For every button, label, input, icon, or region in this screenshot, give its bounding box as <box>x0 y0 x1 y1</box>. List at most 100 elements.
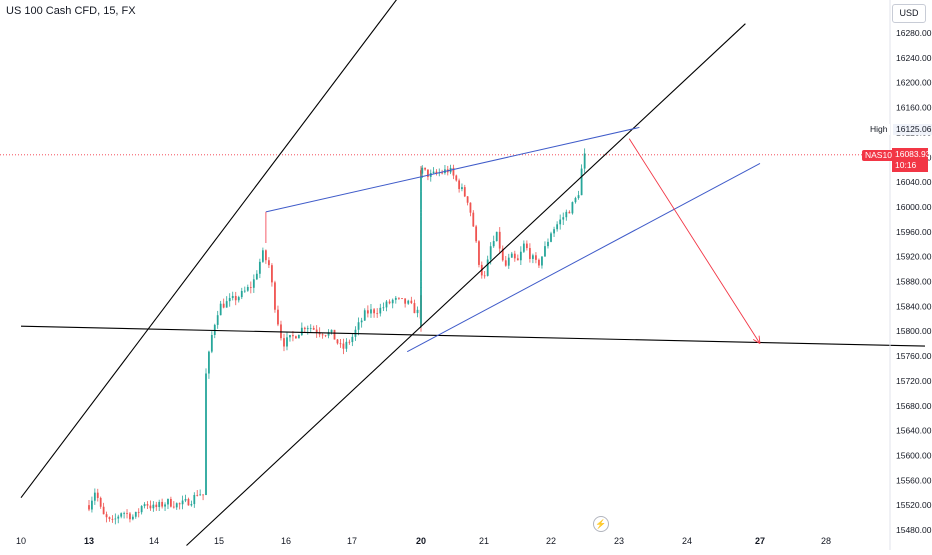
candle-body <box>348 341 351 343</box>
candle-body <box>252 279 255 288</box>
candle-body <box>88 505 90 510</box>
x-tick-label: 16 <box>281 536 291 546</box>
candle-body <box>228 298 231 302</box>
y-tick-label: 15680.00 <box>896 401 932 411</box>
candle-body <box>478 241 480 265</box>
candle-body <box>421 167 424 174</box>
candle-body <box>167 498 169 505</box>
candle-body <box>193 494 196 505</box>
candle-body <box>170 498 172 507</box>
candle-body <box>277 309 279 325</box>
candle-body <box>472 212 475 227</box>
y-tick-label: 15920.00 <box>896 252 932 262</box>
candle-body <box>324 335 327 337</box>
candle-body <box>339 343 342 345</box>
candle-body <box>507 257 510 266</box>
candle-body <box>184 498 187 501</box>
candle-body <box>420 272 422 282</box>
candle-body <box>435 171 438 174</box>
candle-body <box>243 290 246 292</box>
candle-body <box>565 211 568 218</box>
y-tick-label: 16200.00 <box>896 78 932 88</box>
candle-body <box>155 504 158 508</box>
symbol-title[interactable]: US 100 Cash CFD, 15, FX <box>6 5 136 17</box>
candle-body <box>495 231 498 242</box>
candle-body <box>240 290 243 298</box>
candle-body <box>333 329 336 340</box>
candle-body <box>420 304 422 308</box>
candle-body <box>492 241 495 247</box>
y-tick-label: 16280.00 <box>896 28 932 38</box>
candle-body <box>577 195 580 199</box>
candle-body <box>455 175 458 181</box>
candle-body <box>283 338 285 347</box>
candle-body <box>486 259 489 276</box>
candle-body <box>237 297 240 301</box>
candle-body <box>458 180 461 190</box>
candle-body <box>489 246 492 260</box>
candle-body <box>196 494 199 496</box>
candle-body <box>126 513 128 515</box>
candle-body <box>452 167 455 176</box>
candle-body <box>149 505 152 509</box>
x-tick-label: 27 <box>755 536 765 546</box>
candle-body <box>404 298 407 304</box>
candle-body <box>117 516 120 519</box>
candle-body <box>382 307 385 309</box>
candle-body <box>538 259 540 266</box>
candle-body <box>510 253 513 258</box>
candle-body <box>280 324 282 339</box>
candle-body <box>222 303 225 308</box>
candle-body <box>123 513 125 515</box>
wedge-upper <box>265 126 640 213</box>
candle-body <box>190 504 193 506</box>
candle-body <box>420 296 422 305</box>
candle-body <box>114 518 117 520</box>
high-value: 16125.06 <box>893 124 932 135</box>
candle-body <box>258 261 261 274</box>
candle-body <box>544 246 546 257</box>
candle-body <box>525 243 528 249</box>
y-tick-label: 16000.00 <box>896 202 932 212</box>
candle-body <box>413 303 416 314</box>
candle-body <box>152 504 155 509</box>
candle-body <box>134 511 137 517</box>
candle-body <box>120 513 123 517</box>
candle-body <box>553 229 555 234</box>
x-tick-label: 24 <box>682 536 692 546</box>
candle-body <box>532 255 534 259</box>
candle-body <box>407 300 410 304</box>
candle-body <box>483 275 486 277</box>
candle-body <box>199 494 202 496</box>
candle-body <box>504 260 507 266</box>
currency-selector[interactable]: USD <box>892 4 926 23</box>
y-tick-label: 15520.00 <box>896 500 932 510</box>
y-tick-label: 15560.00 <box>896 475 932 485</box>
candle-body <box>289 335 291 338</box>
candle-body <box>466 196 469 203</box>
drawing-layer[interactable] <box>20 0 926 546</box>
candle-body <box>255 273 258 280</box>
candle-body <box>309 327 312 329</box>
candle-body <box>205 373 207 495</box>
x-tick-label: 13 <box>84 536 94 546</box>
candle-body <box>475 226 478 242</box>
candle-body <box>420 260 422 273</box>
candle-body <box>550 233 552 242</box>
candle-body <box>420 318 422 324</box>
candle-body <box>111 518 114 520</box>
candle-body <box>427 169 429 177</box>
candle-body <box>286 337 288 347</box>
high-label: High <box>867 124 891 135</box>
candle-body <box>513 253 516 259</box>
x-tick-label: 15 <box>214 536 224 546</box>
y-tick-label: 15800.00 <box>896 326 932 336</box>
candle-body <box>202 494 204 496</box>
candle-body <box>441 172 444 174</box>
candle-body <box>410 300 413 304</box>
y-tick-label: 15840.00 <box>896 301 932 311</box>
lightning-icon[interactable]: ⚡ <box>593 516 609 532</box>
candle-body <box>318 332 321 335</box>
candle-body <box>373 309 375 314</box>
